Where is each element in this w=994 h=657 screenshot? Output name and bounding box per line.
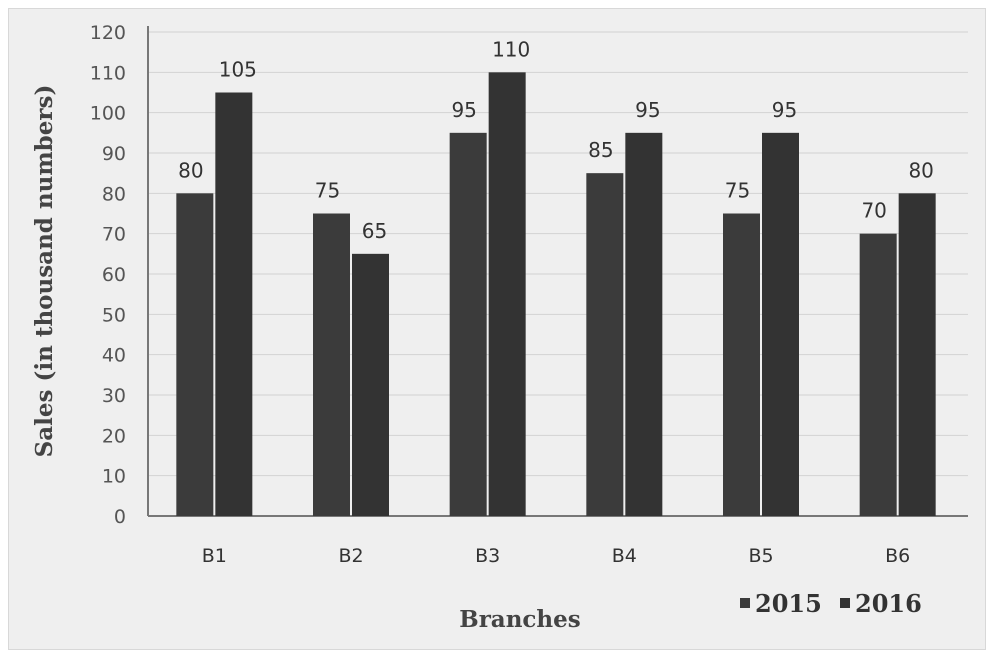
y-tick-label: 90 <box>102 143 126 165</box>
x-tick-label: B4 <box>612 545 637 567</box>
x-tick-label: B6 <box>885 545 910 567</box>
legend-label-2016: 2016 <box>855 589 922 618</box>
y-tick-label: 40 <box>102 345 126 367</box>
data-label-2015-B3: 95 <box>451 98 476 122</box>
x-tick-label: B1 <box>202 545 227 567</box>
legend-label-2015: 2015 <box>755 589 822 618</box>
y-tick-label: 80 <box>102 183 126 205</box>
legend-swatch-2015 <box>740 598 750 608</box>
x-tick-label: B3 <box>475 545 500 567</box>
x-axis-title: Branches <box>459 606 581 633</box>
bar-2016-B1 <box>215 93 252 517</box>
bar-2016-B6 <box>899 193 936 516</box>
bar-2015-B2 <box>313 214 350 517</box>
y-tick-label: 110 <box>90 62 126 84</box>
data-label-2016-B5: 95 <box>772 98 797 122</box>
data-label-2016-B4: 95 <box>635 98 660 122</box>
bar-2015-B3 <box>450 133 487 516</box>
data-label-2016-B3: 110 <box>492 37 530 61</box>
y-tick-label: 70 <box>102 224 126 246</box>
y-tick-label: 100 <box>90 103 126 125</box>
data-label-2016-B1: 105 <box>219 58 257 82</box>
data-label-2015-B1: 80 <box>178 158 203 182</box>
y-tick-label: 120 <box>90 22 126 44</box>
y-axis-title: Sales (in thousand numbers) <box>31 85 58 458</box>
data-label-2016-B2: 65 <box>362 219 387 243</box>
x-tick-label: B5 <box>748 545 773 567</box>
x-tick-label: B2 <box>338 545 363 567</box>
y-tick-label: 20 <box>102 425 126 447</box>
bar-2016-B3 <box>489 72 526 516</box>
bar-2015-B6 <box>860 234 897 516</box>
y-tick-label: 10 <box>102 466 126 488</box>
y-tick-label: 60 <box>102 264 126 286</box>
y-tick-label: 0 <box>114 506 126 528</box>
bar-2016-B2 <box>352 254 389 516</box>
data-label-2015-B6: 70 <box>861 199 886 223</box>
data-label-2015-B4: 85 <box>588 138 613 162</box>
y-tick-label: 50 <box>102 304 126 326</box>
legend-swatch-2016 <box>840 598 850 608</box>
data-label-2015-B2: 75 <box>315 179 340 203</box>
bar-2015-B4 <box>586 173 623 516</box>
y-tick-label: 30 <box>102 385 126 407</box>
bar-2016-B5 <box>762 133 799 516</box>
data-label-2015-B5: 75 <box>725 179 750 203</box>
bar-2015-B1 <box>176 193 213 516</box>
bar-2015-B5 <box>723 214 760 517</box>
bar-2016-B4 <box>625 133 662 516</box>
data-label-2016-B6: 80 <box>908 158 933 182</box>
